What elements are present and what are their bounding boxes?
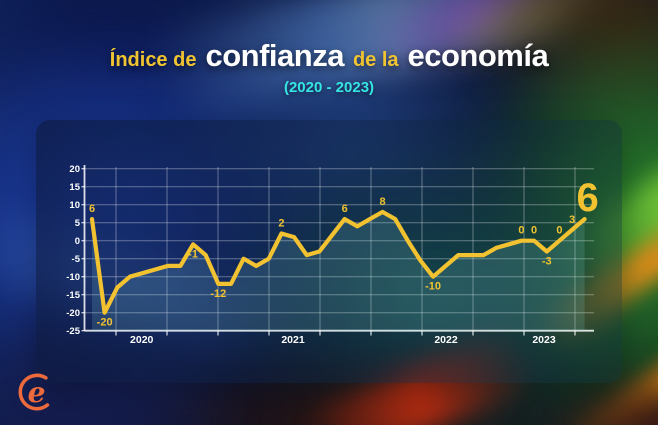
ytick-label--5: -5: [72, 254, 81, 265]
year-label-2020: 2020: [130, 334, 154, 346]
point-label-23: 8: [379, 196, 385, 208]
ytick-label-20: 20: [69, 164, 80, 175]
title-part-confianza: confianza: [205, 38, 344, 73]
ytick-label--20: -20: [66, 308, 80, 319]
title-year-range: (2020 - 2023): [283, 79, 375, 96]
x-axis-year-labels: 2020 2021 2022 2023: [130, 334, 556, 346]
ytick-label-0: 0: [75, 236, 80, 247]
point-label-34: 0: [518, 225, 524, 237]
ytick-label--15: -15: [66, 290, 80, 301]
point-label-37: 0: [556, 225, 562, 237]
ytick-label-10: 10: [69, 200, 80, 211]
year-label-2021: 2021: [281, 334, 305, 346]
logo-letter-e: e: [28, 376, 46, 409]
title-part-indice-de: Índice de: [109, 49, 197, 71]
title-part-de-la: de la: [352, 49, 399, 71]
point-label-20: 6: [342, 203, 348, 215]
point-label-35: 0: [531, 225, 537, 237]
series-line-Índice de confianza: [89, 209, 587, 315]
point-label-38: 3: [569, 214, 575, 226]
ytick-label--10: -10: [66, 272, 80, 283]
year-label-2023: 2023: [532, 334, 556, 346]
logo-swoosh-arc: [18, 373, 50, 411]
point-label-27: -10: [425, 281, 441, 293]
point-label-0: 6: [89, 203, 95, 215]
y-axis-tick-labels: 20 15 10 5 0 -5 -10 -15 -20 -25: [66, 164, 80, 337]
callout-latest-value: 6: [577, 176, 599, 220]
point-label-36: -3: [542, 256, 552, 268]
area-fill: [92, 211, 585, 331]
year-label-2022: 2022: [434, 334, 458, 346]
data-line: [89, 209, 587, 315]
point-label-8: -1: [188, 248, 198, 260]
series-area-fill: [92, 211, 585, 331]
final-value-callout: 6: [577, 176, 599, 220]
ytick-label--25: -25: [66, 326, 80, 337]
point-label-15: 2: [278, 218, 284, 230]
point-label-10: -12: [210, 288, 226, 300]
ytick-label-15: 15: [69, 182, 80, 193]
title-part-economia: economía: [407, 38, 549, 73]
ytick-label-5: 5: [75, 218, 81, 229]
economia-brand-logo: e: [18, 373, 50, 411]
point-label-1: -20: [97, 317, 113, 329]
chart-panel: 20 15 10 5 0 -5 -10 -15 -20 -25 2020 2021 2022 2023 …: [36, 120, 622, 383]
page-title: Índice de confianza de la economía: [0, 38, 658, 74]
